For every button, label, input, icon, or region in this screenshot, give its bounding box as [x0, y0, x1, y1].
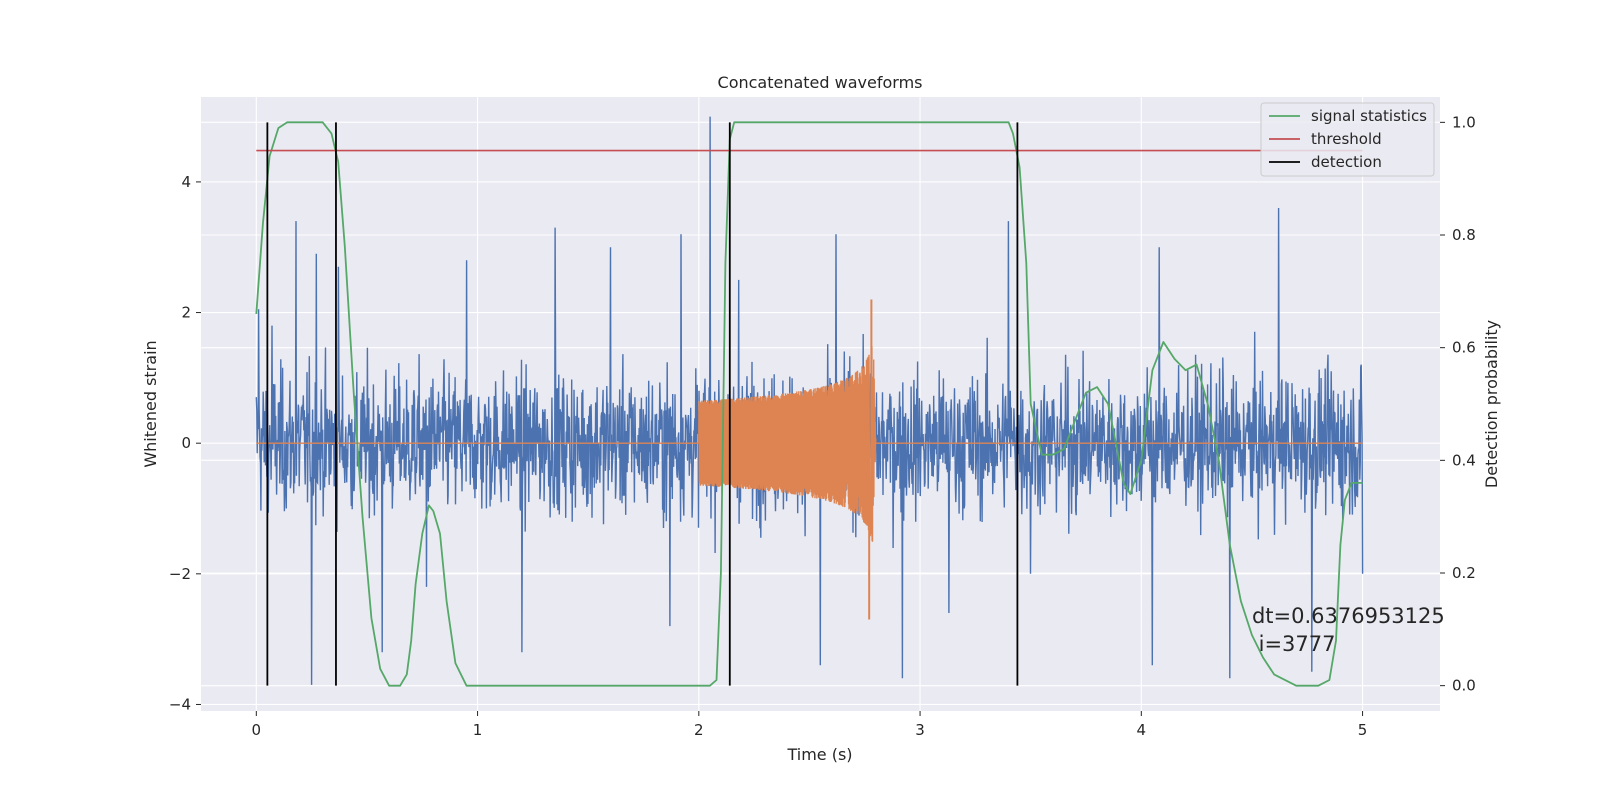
y-tick-label: 4	[181, 173, 191, 191]
x-tick-label: 4	[1137, 721, 1147, 739]
waveform-chart: 0 1 2 3 4 5 −4 −2 0 2 4 0.0 0.2 0.4 0.6 0.8 1.0 Concaten…	[0, 0, 1600, 800]
x-tick-label: 2	[694, 721, 704, 739]
y-tick-label: −2	[169, 565, 191, 583]
legend: signal statistics threshold detection	[1261, 103, 1434, 176]
y2-axis-label: Detection probability	[1482, 320, 1501, 488]
y2-tick-label: 0.4	[1452, 451, 1476, 469]
annotation-dt: dt=0.6376953125	[1252, 604, 1445, 628]
y-tick-label: 0	[181, 434, 191, 452]
y2-tick-label: 0.2	[1452, 564, 1476, 582]
chart-container: 0 1 2 3 4 5 −4 −2 0 2 4 0.0 0.2 0.4 0.6 0.8 1.0 Concaten…	[0, 0, 1600, 800]
y2-tick-label: 1.0	[1452, 113, 1476, 131]
legend-detection-label: detection	[1311, 153, 1382, 171]
x-tick-label: 3	[915, 721, 925, 739]
y2-tick-label: 0.6	[1452, 339, 1476, 357]
annotation-index: i=3777	[1252, 632, 1336, 656]
y-axis-label: Whitened strain	[141, 340, 160, 467]
y2-tick-label: 0.0	[1452, 677, 1476, 695]
x-tick-label: 0	[252, 721, 262, 739]
x-axis-label: Time (s)	[786, 745, 852, 764]
x-tick-label: 1	[473, 721, 483, 739]
y2-tick-label: 0.8	[1452, 226, 1476, 244]
legend-signal-statistics-label: signal statistics	[1311, 107, 1427, 125]
y-tick-label: −4	[169, 695, 191, 713]
x-tick-label: 5	[1358, 721, 1368, 739]
legend-threshold-label: threshold	[1311, 130, 1382, 148]
chart-title: Concatenated waveforms	[718, 73, 923, 92]
y-tick-label: 2	[181, 304, 191, 322]
